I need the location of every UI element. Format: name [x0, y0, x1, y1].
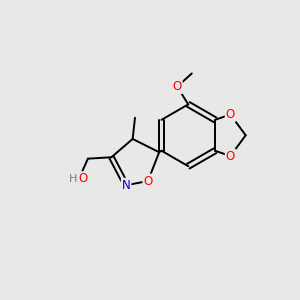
Text: N: N [122, 179, 130, 192]
Text: O: O [226, 149, 235, 163]
Text: H: H [68, 174, 77, 184]
Text: O: O [143, 175, 153, 188]
Text: O: O [172, 80, 182, 93]
Text: O: O [226, 108, 235, 121]
Text: O: O [79, 172, 88, 185]
